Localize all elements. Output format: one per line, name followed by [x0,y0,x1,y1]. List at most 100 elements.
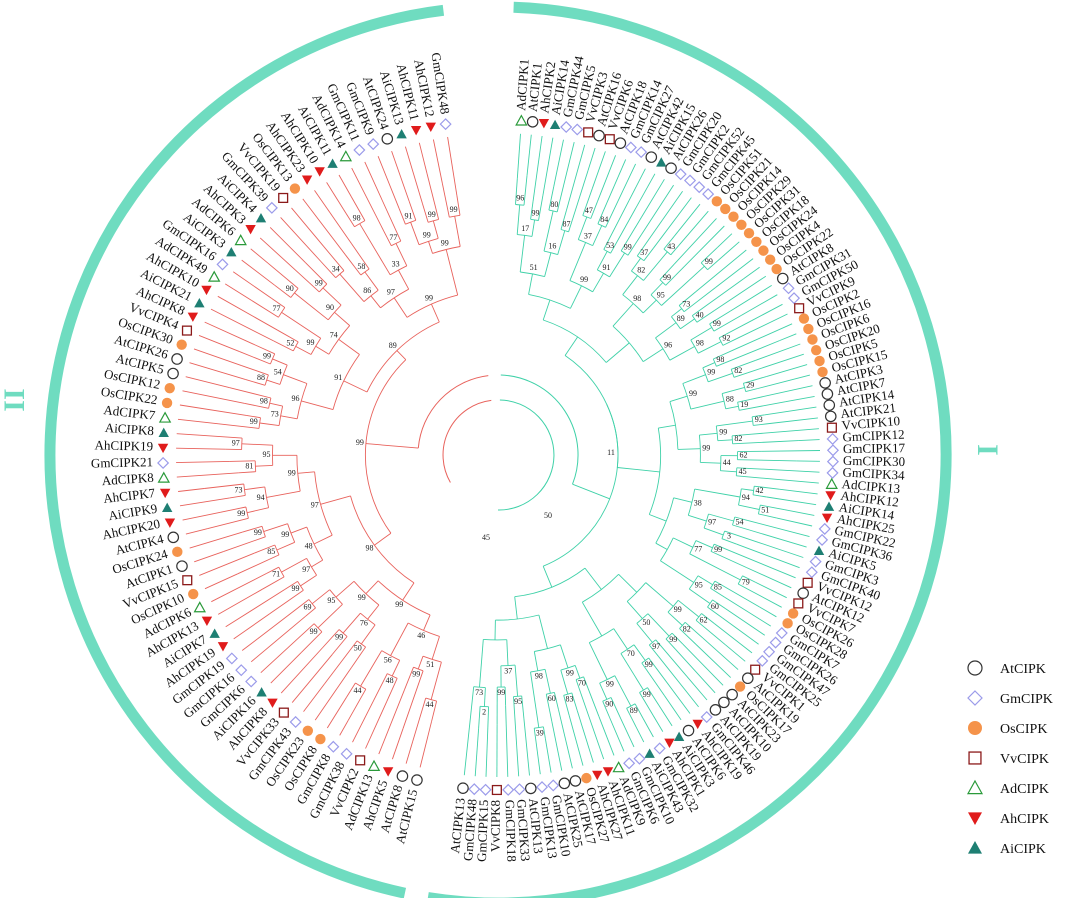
clade-I-bootstrap: 99 [719,428,727,437]
clade-II-branch [281,312,321,339]
clade-I-branch [519,235,526,273]
vvcipk-marker-icon [182,575,193,586]
clade-I-terminal-branch [658,704,673,727]
clade-I-branch [720,470,737,473]
clade-II-node-arc [449,214,461,218]
clade-I-branch [487,706,490,738]
aicipk-marker-icon [396,128,407,139]
clade-II-node-arc [274,544,280,556]
gmcipk-marker-icon [818,522,831,535]
clade-II-branch [263,523,288,533]
clade-II-node-arc [296,383,308,419]
clade-II-branch [345,254,362,276]
clade-II-branch [297,471,315,474]
clade-I-bootstrap: 93 [755,415,763,424]
clade-II-bootstrap: 99 [237,509,245,518]
clade-II-bootstrap: 99 [441,239,449,248]
clade-II-bootstrap: 77 [389,233,397,242]
clade-II-branch [432,220,439,239]
clade-I-node-arc [667,600,679,613]
clade-I-terminal-branch [542,137,554,196]
clade-II-terminal-branch [189,531,243,549]
gmcipk-marker-icon [805,566,818,579]
clade-I-terminal-branch [641,184,674,235]
clade-II-branch [324,640,358,685]
gmcipk-marker-icon [653,742,666,755]
clade-I-branch [542,566,553,588]
clade-II-branch [393,297,408,318]
clade-II-branch [410,222,420,245]
clade-I-branch [514,665,519,697]
clade-I-bootstrap: 99 [497,688,505,697]
clade-I-terminal-branch [751,428,819,435]
gmcipk-marker-icon [683,174,697,187]
clade-I-leaf-label: AtCIPK13 [447,797,468,854]
clade-I-terminal-branch [516,756,520,777]
clade-II-terminal-branch [179,497,230,507]
clade-I-branch [613,628,628,650]
clade-I-branch [618,573,638,593]
clade-I-terminal-branch [587,147,596,171]
atcipk-marker-icon [645,151,658,163]
clade-II-terminal-branch [176,460,230,464]
clade-I-branch [716,340,780,367]
clade-II-branch [323,246,345,271]
clade-I-terminal-branch [746,519,810,538]
gmcipk-marker-icon [353,143,366,157]
clade-I-branch [620,217,642,252]
clade-I-branch [688,514,707,522]
clade-I-bootstrap: 70 [627,649,635,658]
clade-I-terminal-branch [621,173,656,234]
clade-I-terminal-branch [576,710,594,763]
clade-I-terminal-branch [724,608,766,636]
clade-I-branch [642,348,664,362]
clade-II-bootstrap: 48 [386,676,394,685]
adcipk-marker-icon [515,114,528,126]
gmcipk-marker-icon [245,675,258,688]
clade-I-terminal-branch [622,163,637,191]
oscipk-marker-icon [302,725,314,736]
clade-I-branch [626,708,634,721]
clade-I-branch [470,686,475,709]
clade-I-branch [544,252,552,277]
clade-I-node-arc [698,435,701,463]
aicipk-marker-icon [256,687,267,697]
clade-I-bootstrap: 40 [696,310,704,319]
oscipk-marker-icon [711,196,723,207]
clade-I-branch [697,341,722,354]
vvcipk-marker-icon [583,127,594,138]
clade-I-terminal-branch [766,496,817,506]
vvcipk-marker-icon [181,325,193,336]
clade-I-bootstrap: 85 [714,583,722,592]
clade-II-terminal-branch [189,362,246,380]
clade-I-branch [647,687,660,706]
clade-II-terminal-branch [182,511,221,521]
clade-I-branch [692,278,745,316]
clade-II-branch [257,599,310,640]
clade-II-branch [347,688,367,721]
clade-II-terminal-branch [241,638,258,651]
clade-II-branch [428,241,433,254]
clade-II-bootstrap: 99 [310,627,318,636]
oscipk-marker-icon [782,618,793,629]
clade-I-node-arc [543,404,619,567]
clade-II-bootstrap: 73 [271,410,279,419]
clade-I-branch [597,210,604,224]
gmcipk-marker-icon [756,654,769,667]
clade-II-branch [269,589,304,615]
clade-II-branch [254,544,275,554]
gmcipk-marker-icon [769,636,782,649]
clade-I-terminal-branch [776,517,813,527]
clade-I-leaf-label: GmCIPK30 [843,453,905,469]
clade-II-bootstrap: 97 [232,438,240,447]
clade-II-branch [402,582,415,601]
clade-II-branch [274,284,292,298]
clade-I-branch [557,230,566,255]
clade-I-bootstrap: 39 [536,728,544,737]
clade-I-bootstrap: 99 [643,690,651,699]
clade-II-branch [244,486,265,491]
clade-I-branch [514,596,518,620]
clade-I-bootstrap: 45 [739,467,747,476]
clade-I-bootstrap: 51 [530,263,538,272]
clade-II-root-branch [365,443,419,449]
